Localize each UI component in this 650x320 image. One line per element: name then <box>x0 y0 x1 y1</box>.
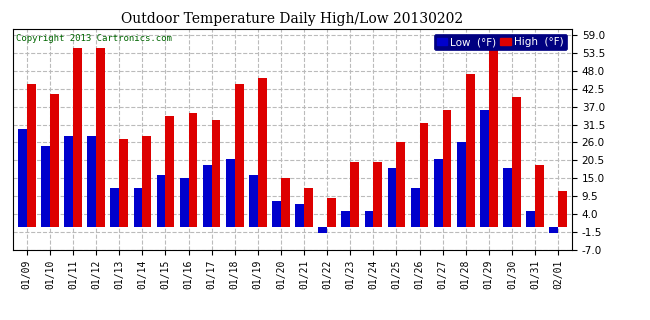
Bar <box>73 48 82 227</box>
Bar <box>327 198 336 227</box>
Bar <box>503 168 512 227</box>
Bar <box>96 48 105 227</box>
Bar <box>111 188 119 227</box>
Bar <box>226 159 235 227</box>
Bar <box>188 113 198 227</box>
Bar <box>180 178 188 227</box>
Bar <box>41 146 50 227</box>
Text: Copyright 2013 Cartronics.com: Copyright 2013 Cartronics.com <box>16 34 172 43</box>
Bar <box>249 175 258 227</box>
Bar <box>50 94 58 227</box>
Bar <box>87 136 96 227</box>
Bar <box>157 175 166 227</box>
Bar <box>166 116 174 227</box>
Bar <box>27 84 36 227</box>
Bar <box>396 142 405 227</box>
Bar <box>64 136 73 227</box>
Bar <box>480 110 489 227</box>
Bar <box>457 142 466 227</box>
Bar <box>489 35 498 227</box>
Title: Outdoor Temperature Daily High/Low 20130202: Outdoor Temperature Daily High/Low 20130… <box>122 12 463 26</box>
Bar <box>512 97 521 227</box>
Bar <box>318 227 327 233</box>
Bar <box>295 204 304 227</box>
Bar <box>365 211 373 227</box>
Bar <box>558 191 567 227</box>
Bar <box>304 188 313 227</box>
Bar <box>142 136 151 227</box>
Bar <box>443 110 451 227</box>
Bar <box>119 139 128 227</box>
Bar <box>281 178 290 227</box>
Bar <box>350 162 359 227</box>
Bar <box>18 130 27 227</box>
Bar <box>434 159 443 227</box>
Bar <box>373 162 382 227</box>
Bar <box>419 123 428 227</box>
Bar <box>535 165 544 227</box>
Bar <box>341 211 350 227</box>
Bar <box>526 211 535 227</box>
Bar <box>134 188 142 227</box>
Bar <box>235 84 244 227</box>
Bar <box>272 201 281 227</box>
Bar <box>387 168 396 227</box>
Bar <box>549 227 558 233</box>
Bar <box>466 74 474 227</box>
Legend: Low  (°F), High  (°F): Low (°F), High (°F) <box>434 34 567 50</box>
Bar <box>258 77 266 227</box>
Bar <box>411 188 419 227</box>
Bar <box>203 165 212 227</box>
Bar <box>212 120 220 227</box>
